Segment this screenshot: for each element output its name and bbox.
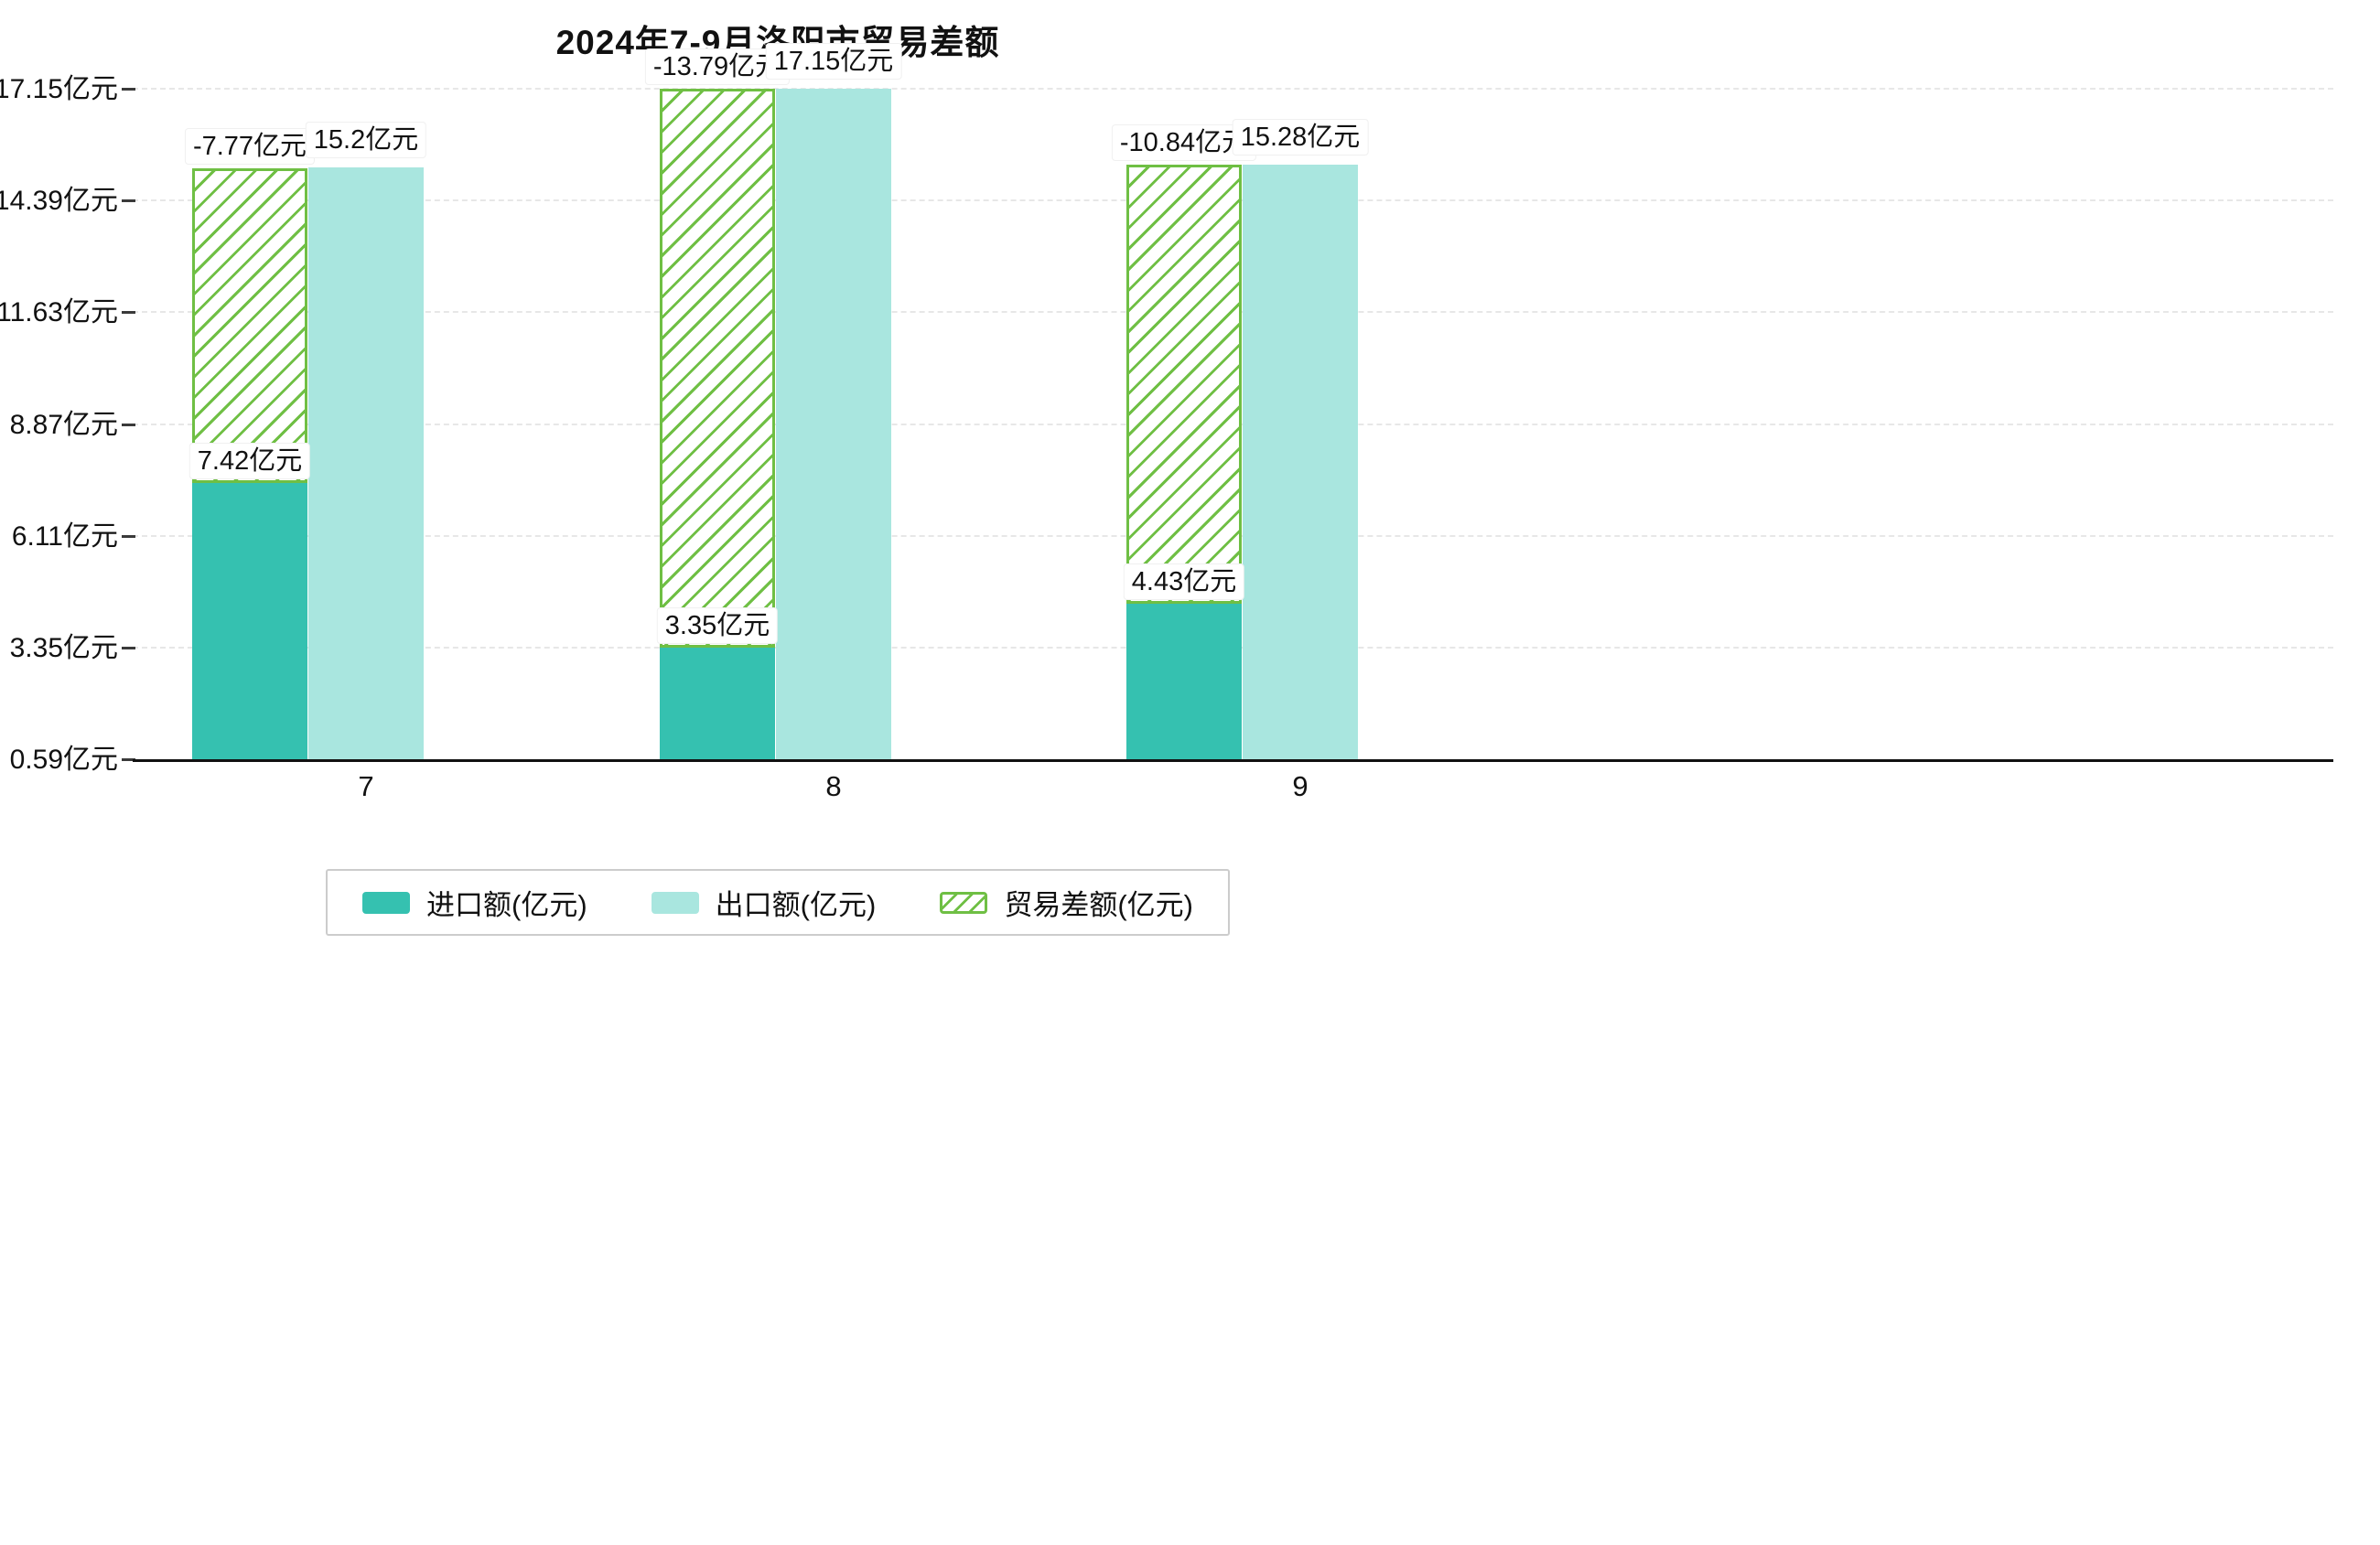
- y-tick-mark: [122, 88, 135, 91]
- y-tick-mark: [122, 199, 135, 203]
- trade-balance-bar: [660, 89, 775, 648]
- x-axis-tick-label: 9: [1292, 770, 1308, 802]
- trade-balance-bar: [192, 167, 307, 483]
- y-tick-mark: [122, 646, 135, 649]
- export-label: 15.28亿元: [1232, 118, 1369, 156]
- trade-balance-label: -13.79亿元: [644, 48, 791, 86]
- trade-balance-bar: [1126, 165, 1242, 605]
- y-tick-mark: [122, 423, 135, 426]
- y-axis-tick-label: 3.35亿元: [9, 632, 118, 663]
- legend-label-export: 出口额(亿元): [715, 889, 877, 921]
- y-axis-tick-label: 17.15亿元: [0, 74, 118, 104]
- legend-item-trade-balance: 贸易差额(亿元): [940, 882, 1193, 923]
- import-bar: [192, 482, 307, 759]
- export-label: 17.15亿元: [765, 43, 902, 80]
- import-label: 3.35亿元: [656, 606, 779, 644]
- import-bar: [1126, 604, 1242, 759]
- y-axis-tick-label: 11.63亿元: [0, 297, 118, 328]
- import-label: 4.43亿元: [1123, 563, 1245, 601]
- y-tick-mark: [122, 758, 135, 761]
- export-bar: [776, 89, 891, 759]
- export-bar: [308, 167, 424, 759]
- y-axis-tick-label: 6.11亿元: [11, 520, 118, 552]
- x-axis-tick-label: 7: [358, 770, 374, 802]
- trade-balance-label: -7.77亿元: [184, 127, 316, 165]
- import-swatch: [362, 891, 411, 914]
- y-axis-tick-label: 0.59亿元: [9, 745, 118, 775]
- legend-item-import: 进口额(亿元): [362, 882, 587, 923]
- legend-label-trade-balance: 贸易差额(亿元): [1004, 889, 1193, 921]
- export-label: 15.2亿元: [305, 122, 427, 159]
- import-bar: [660, 647, 775, 759]
- legend: 进口额(亿元) 出口额(亿元) 贸易差额(亿元): [326, 869, 1230, 936]
- legend-item-export: 出口额(亿元): [651, 882, 877, 923]
- trade-balance-hatch-swatch: [940, 891, 988, 914]
- x-axis-tick-label: 8: [825, 770, 842, 802]
- import-label: 7.42亿元: [188, 442, 311, 479]
- y-axis-tick-label: 14.39亿元: [0, 186, 118, 217]
- y-gridline: [133, 88, 2333, 90]
- x-axis-line: [133, 759, 2333, 762]
- export-swatch: [651, 891, 699, 914]
- legend-label-import: 进口额(亿元): [426, 889, 587, 921]
- y-tick-mark: [122, 534, 135, 538]
- y-axis-tick-label: 8.87亿元: [9, 409, 118, 440]
- export-bar: [1243, 164, 1358, 759]
- y-tick-mark: [122, 311, 135, 315]
